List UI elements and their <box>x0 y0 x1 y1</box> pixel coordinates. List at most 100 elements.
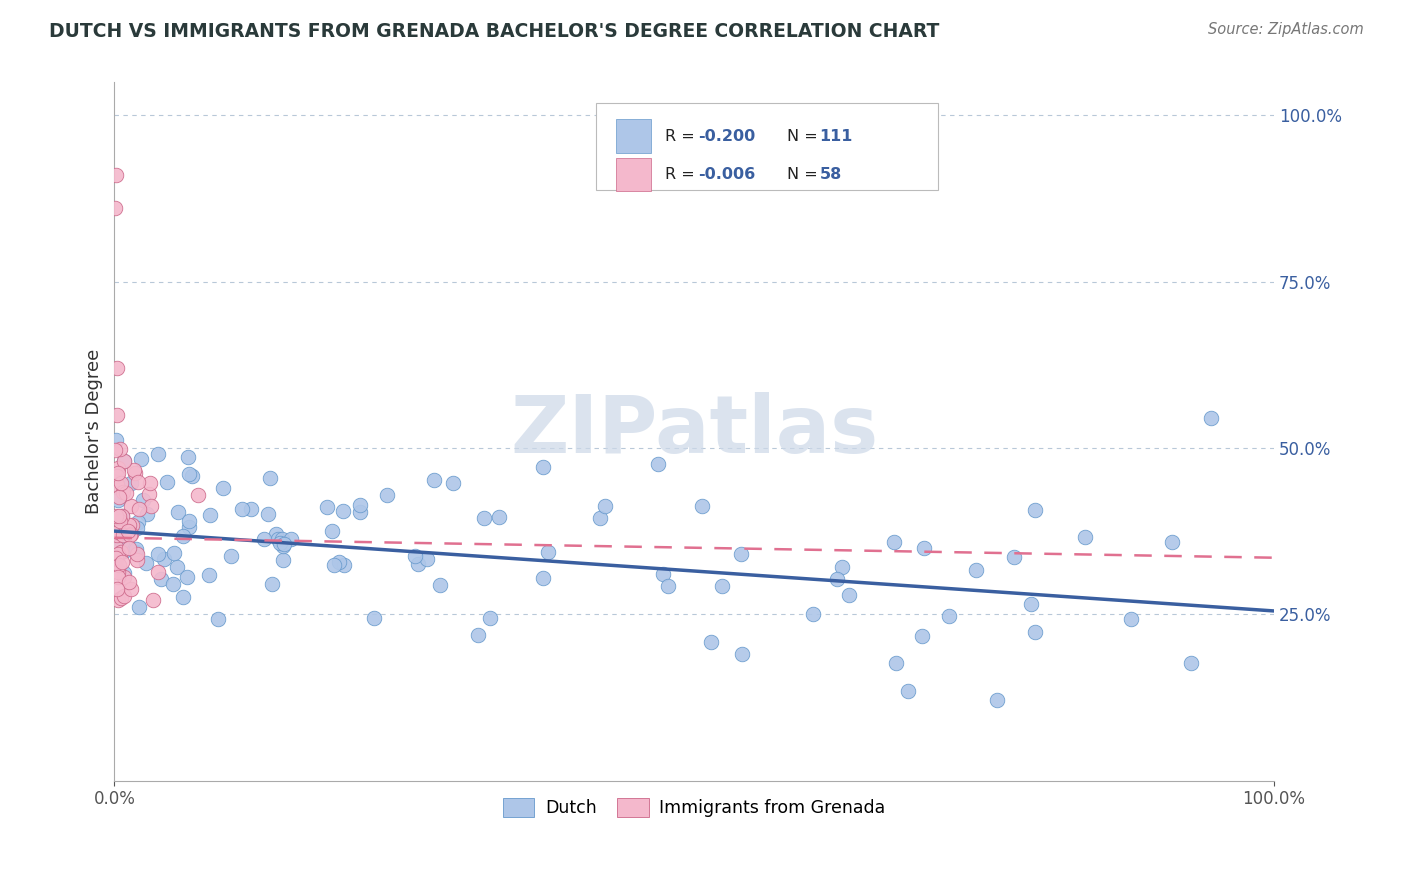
Point <box>1119 612 1142 626</box>
Point <box>831 559 853 574</box>
Point <box>332 558 354 572</box>
Point <box>1161 535 1184 549</box>
Point <box>105 582 128 597</box>
Point <box>128 502 150 516</box>
Point <box>107 558 129 572</box>
Point <box>690 499 713 513</box>
Point <box>139 475 162 490</box>
Point <box>531 460 554 475</box>
Point <box>219 549 242 563</box>
Text: Source: ZipAtlas.com: Source: ZipAtlas.com <box>1208 22 1364 37</box>
Point <box>120 528 142 542</box>
Point <box>105 408 128 422</box>
Point <box>156 475 179 489</box>
Point <box>176 570 198 584</box>
Point <box>256 507 278 521</box>
Point <box>328 555 350 569</box>
Point <box>1074 530 1097 544</box>
Point <box>965 563 987 577</box>
Bar <box>616 158 651 191</box>
Point <box>269 536 291 550</box>
Point <box>114 486 136 500</box>
Point <box>104 564 127 578</box>
Point <box>107 592 129 607</box>
Point <box>138 487 160 501</box>
Point <box>107 467 129 481</box>
Point <box>177 467 200 481</box>
Point <box>406 557 429 571</box>
Point <box>118 518 141 533</box>
Point <box>375 488 398 502</box>
Point <box>112 589 135 603</box>
Point <box>104 559 127 574</box>
Point <box>107 525 129 540</box>
Point <box>104 540 127 554</box>
Point <box>187 487 209 501</box>
Point <box>118 541 141 556</box>
Point <box>118 575 141 590</box>
Point <box>112 454 135 468</box>
Point <box>472 511 495 525</box>
Point <box>883 535 905 549</box>
Text: N =: N = <box>787 167 823 182</box>
Point <box>322 558 344 572</box>
Point <box>531 571 554 585</box>
Point <box>121 517 143 532</box>
Point <box>104 442 127 457</box>
Point <box>121 582 143 597</box>
Point <box>730 547 752 561</box>
Point <box>108 442 131 456</box>
Point <box>112 454 135 468</box>
Point <box>162 577 184 591</box>
Point <box>595 499 617 513</box>
Point <box>105 361 128 376</box>
Point <box>212 481 235 495</box>
Point <box>120 499 142 513</box>
Point <box>111 509 134 524</box>
Point <box>125 547 148 561</box>
Point <box>120 475 142 490</box>
Point <box>321 524 343 538</box>
Bar <box>616 120 651 153</box>
Point <box>105 168 128 182</box>
Text: -0.006: -0.006 <box>697 167 755 182</box>
Y-axis label: Bachelor's Degree: Bachelor's Degree <box>86 349 103 514</box>
Point <box>172 529 194 543</box>
Point <box>478 611 501 625</box>
Point <box>172 590 194 604</box>
Point <box>986 693 1008 707</box>
Point <box>105 540 128 554</box>
Point <box>825 572 848 586</box>
Point <box>111 535 134 549</box>
Point <box>700 635 723 649</box>
Point <box>107 469 129 483</box>
Text: 111: 111 <box>820 128 853 144</box>
Point <box>315 500 337 515</box>
Point <box>110 545 132 559</box>
Point <box>198 567 221 582</box>
Point <box>270 532 292 546</box>
Point <box>239 502 262 516</box>
Point <box>122 463 145 477</box>
Point <box>146 566 169 580</box>
Point <box>111 528 134 542</box>
Point <box>105 509 128 524</box>
Point <box>148 547 170 561</box>
Point <box>260 577 283 591</box>
Point <box>128 600 150 615</box>
Text: DUTCH VS IMMIGRANTS FROM GRENADA BACHELOR'S DEGREE CORRELATION CHART: DUTCH VS IMMIGRANTS FROM GRENADA BACHELO… <box>49 22 939 41</box>
Point <box>112 544 135 558</box>
Point <box>107 492 129 507</box>
Point <box>150 572 173 586</box>
Point <box>1002 549 1025 564</box>
Point <box>139 499 162 513</box>
Point <box>124 541 146 556</box>
Legend: Dutch, Immigrants from Grenada: Dutch, Immigrants from Grenada <box>496 791 893 824</box>
Point <box>731 647 754 661</box>
Point <box>179 520 201 534</box>
Point <box>1180 656 1202 670</box>
Point <box>488 509 510 524</box>
Point <box>404 549 426 564</box>
Point <box>886 656 908 670</box>
Point <box>110 475 132 490</box>
